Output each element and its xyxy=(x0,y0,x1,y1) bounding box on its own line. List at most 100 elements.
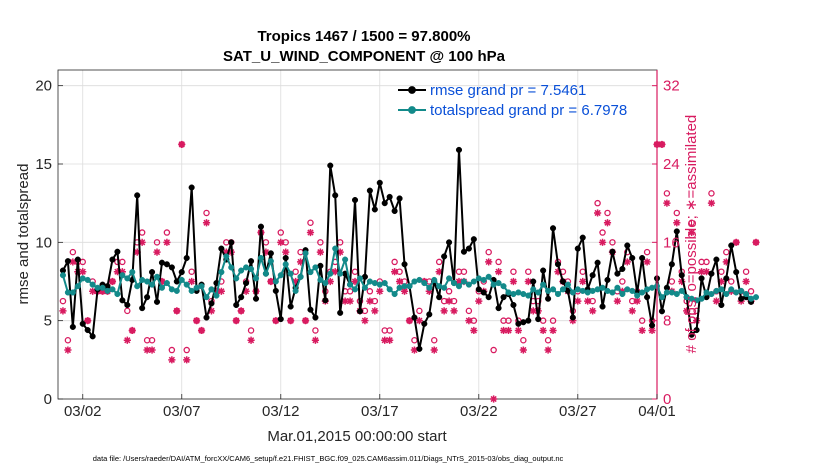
totalspread-point xyxy=(609,289,616,296)
obs-assimilated-point xyxy=(742,277,750,286)
rmse-point xyxy=(228,239,235,246)
obs-possible-point xyxy=(594,199,601,207)
rmse-point xyxy=(723,275,730,282)
right-y-axis: 0 8 16 24 32 xyxy=(652,70,680,408)
obs-possible-point xyxy=(485,248,492,256)
totalspread-point xyxy=(302,250,309,257)
obs-assimilated-point xyxy=(673,219,681,227)
obs-assimilated-point xyxy=(222,248,230,256)
totalspread-point xyxy=(752,294,760,301)
obs-assimilated-point xyxy=(79,268,87,276)
rmse-point xyxy=(673,228,680,235)
totalspread-point xyxy=(198,283,205,290)
left-y-axis: 0 5 10 15 20 xyxy=(35,78,63,408)
rmse-point xyxy=(287,303,294,310)
totalspread-point xyxy=(351,286,359,293)
totalspread-point xyxy=(74,283,81,290)
obs-possible-point xyxy=(69,248,77,256)
x-tick-label: 03/12 xyxy=(262,403,300,420)
totalspread-point xyxy=(119,272,126,279)
obs-assimilated-point xyxy=(519,346,527,354)
totalspread-point xyxy=(144,278,151,285)
obs-assimilated-point xyxy=(173,307,181,315)
rmse-point xyxy=(168,264,175,271)
obs-possible-point xyxy=(163,229,171,236)
y-axis-label-left: rmse and totalspread xyxy=(15,164,32,305)
totalspread-point xyxy=(317,276,324,283)
rmse-point xyxy=(144,294,151,301)
rmse-point xyxy=(579,234,586,241)
obs-possible-point xyxy=(386,327,393,334)
totalspread-point xyxy=(158,284,166,291)
totalspread-point xyxy=(599,284,606,291)
totalspread-point xyxy=(347,281,354,288)
chart-subtitle: SAT_U_WIND_COMPONENT @ 100 hPa xyxy=(223,48,506,65)
totalspread-point xyxy=(718,286,725,293)
rmse-point xyxy=(69,323,76,330)
rmse-point xyxy=(475,286,482,293)
left-tick-label: 0 xyxy=(44,391,52,408)
obs-possible-point xyxy=(312,327,319,334)
rmse-point xyxy=(495,305,502,312)
obs-assimilated-point xyxy=(391,268,399,276)
totalspread-point xyxy=(257,254,265,262)
rmse-point xyxy=(678,272,685,279)
obs-possible-point xyxy=(638,317,646,324)
obs-assimilated-point xyxy=(64,346,72,354)
totalspread-point xyxy=(188,287,195,294)
totalspread-point xyxy=(723,290,730,298)
totalspread-point xyxy=(658,294,666,301)
obs-assimilated-point xyxy=(450,307,458,315)
obs-assimilated-point xyxy=(326,277,334,286)
obs-assimilated-point xyxy=(282,248,290,256)
obs-possible-point xyxy=(673,209,681,217)
obs-assimilated-point xyxy=(217,287,225,295)
x-axis-label: Mar.01,2015 00:00:00 start xyxy=(267,428,447,445)
totalspread-point xyxy=(416,276,423,283)
obs-assimilated-point xyxy=(663,199,671,207)
right-tick-label: 8 xyxy=(663,313,671,330)
obs-assimilated-point xyxy=(287,317,295,325)
rmse-point xyxy=(599,303,606,310)
totalspread-point xyxy=(634,292,641,299)
totalspread-point xyxy=(213,292,220,299)
x-tick-label: 03/17 xyxy=(361,403,399,420)
obs-assimilated-point xyxy=(658,140,666,149)
obs-assimilated-point xyxy=(405,317,414,325)
rmse-point xyxy=(322,297,329,304)
rmse-point xyxy=(391,207,398,215)
obs-assimilated-point xyxy=(272,317,280,325)
obs-assimilated-point xyxy=(138,238,146,246)
obs-possible-point xyxy=(747,288,755,295)
obs-assimilated-point xyxy=(202,219,211,227)
obs-possible-point xyxy=(203,209,210,217)
rmse-point xyxy=(658,308,666,315)
x-tick-label: 04/01 xyxy=(638,403,676,420)
totalspread-point xyxy=(208,286,215,293)
totalspread-point xyxy=(678,287,685,294)
obs-assimilated-point xyxy=(509,277,518,286)
obs-assimilated-point xyxy=(346,297,354,305)
legend-marker-rmse xyxy=(408,86,416,94)
obs-possible-point xyxy=(742,268,750,275)
rmse-point xyxy=(619,265,626,273)
footer-data-file: data file: /Users/raeder/DAI/ATM_forcXX/… xyxy=(93,454,564,463)
rmse-point xyxy=(139,305,146,312)
obs-assimilated-point xyxy=(633,297,641,305)
rmse-point xyxy=(272,287,279,294)
rmse-point xyxy=(248,258,255,265)
rmse-point xyxy=(381,200,388,207)
obs-possible-point xyxy=(460,268,468,275)
obs-assimilated-point xyxy=(485,258,493,266)
rmse-point xyxy=(426,311,433,318)
rmse-point xyxy=(460,248,467,255)
rmse-point xyxy=(535,316,542,323)
obs-assimilated-point xyxy=(163,238,171,246)
obs-possible-point xyxy=(619,278,626,285)
obs-assimilated-point xyxy=(395,277,404,286)
obs-assimilated-point xyxy=(148,346,156,354)
obs-possible-point xyxy=(391,258,398,266)
totalspread-point xyxy=(500,283,507,290)
obs-possible-point xyxy=(168,346,176,354)
rmse-point xyxy=(252,295,260,302)
